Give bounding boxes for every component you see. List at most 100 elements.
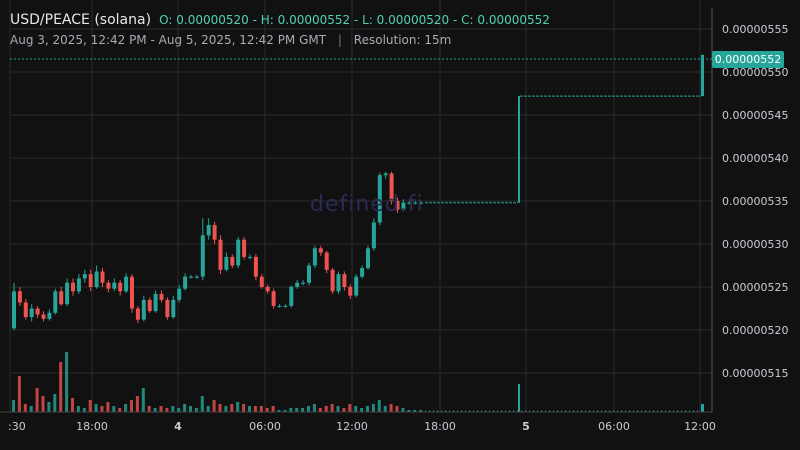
candle-body [76,278,81,292]
volume-bar [318,408,322,412]
x-tick-label: 12:00 [336,420,368,433]
volume-bar [301,408,305,412]
volume-bar [88,400,92,412]
volume-bar [377,400,381,412]
volume-bar [248,406,251,412]
candle-body [401,202,406,210]
candle-body [130,276,134,309]
candle-body [324,252,329,270]
candle-body [23,302,28,318]
candle-body [171,299,176,318]
volume-bar [183,404,187,412]
volume-bar [407,410,411,412]
tail-segments [425,54,704,412]
x-tick-label: 06:00 [249,420,281,433]
candle-body [283,305,288,307]
candle-body [65,282,70,305]
candle-body [159,293,164,300]
candle-body [295,282,300,287]
x-axis: :30 18:00 4 06:00 12:00 18:00 5 06:00 12:00 [0,411,716,433]
candle-body [183,276,188,289]
volume-bar [277,410,281,412]
volume-bar [271,406,275,412]
candle-body [336,274,341,292]
volume-bar [17,376,21,412]
date-range: Aug 3, 2025, 12:42 PM - Aug 5, 2025, 12:… [10,33,327,47]
volume-bar [100,406,104,412]
volume-bar [206,406,210,412]
candle-body [135,308,140,320]
volume-bar [212,400,216,412]
y-tick-label: 0.00000520 [722,324,788,337]
volume-bar [135,396,139,412]
volume-bar [354,406,358,412]
volume-bar [401,408,405,412]
volume-bars [12,352,423,412]
candle-body [112,282,117,289]
candle-body [259,276,264,287]
candle-body [265,287,270,292]
candle-body [230,256,235,266]
candle-body [271,291,276,306]
final-candle [701,54,704,97]
x-tick-label: 12:00 [684,420,716,433]
candle-body [218,239,223,270]
candle-body [71,282,75,292]
volume-bar [413,410,417,412]
candle-body [189,276,193,278]
volume-bar [312,404,316,412]
y-tick-label: 0.00000530 [722,238,788,251]
candle-body [118,282,123,292]
candle-body [153,293,158,312]
volume-bar [242,404,246,412]
candle-body [389,173,394,201]
final-volume-bar [701,404,704,412]
y-tick-label: 0.00000525 [722,281,788,294]
volume-bar [307,406,310,412]
y-tick-label: 0.00000550 [722,66,788,79]
volume-bar [177,408,181,412]
volume-bar [82,408,86,412]
chart-subheader: Aug 3, 2025, 12:42 PM - Aug 5, 2025, 12:… [10,33,451,47]
candle-body [124,276,129,292]
candle-body [289,287,294,306]
last-price-tag: 0.00000552 [712,51,784,68]
candle-body [242,239,247,257]
candle-body [35,308,40,315]
volume-bar [153,408,157,412]
volume-bar [41,396,45,412]
candle-body [348,287,353,296]
ohlc-readout: O: 0.00000520 - H: 0.00000552 - L: 0.000… [159,13,550,27]
volume-bar [76,406,80,412]
separator: | [337,33,342,47]
candle-body [82,274,87,279]
volume-bar [71,398,74,412]
volume-bar [395,406,399,412]
volume-bar [342,408,346,412]
candle-body [312,248,317,266]
volume-bar [106,402,110,412]
candle-body [194,276,199,278]
volume-bar [130,400,133,412]
volume-bar [383,406,387,412]
volume-bar [47,402,51,412]
candle-body [41,314,46,319]
volume-bar [389,404,393,412]
candle-body [371,222,376,249]
volume-bar [371,404,375,412]
volume-bar [259,406,263,412]
volume-bar [189,406,192,412]
candle-body [419,202,424,204]
watermark: defined.fi [310,192,424,217]
volume-bar [65,352,69,412]
candle-body [342,274,347,287]
candle-body [47,312,52,319]
volume-bar [336,406,340,412]
volume-bar [23,404,27,412]
volume-bar [230,404,234,412]
candle-body [165,299,170,318]
candle-body [248,256,252,258]
y-tick-label: 0.00000555 [722,23,788,36]
x-tick-label: 4 [174,420,182,433]
